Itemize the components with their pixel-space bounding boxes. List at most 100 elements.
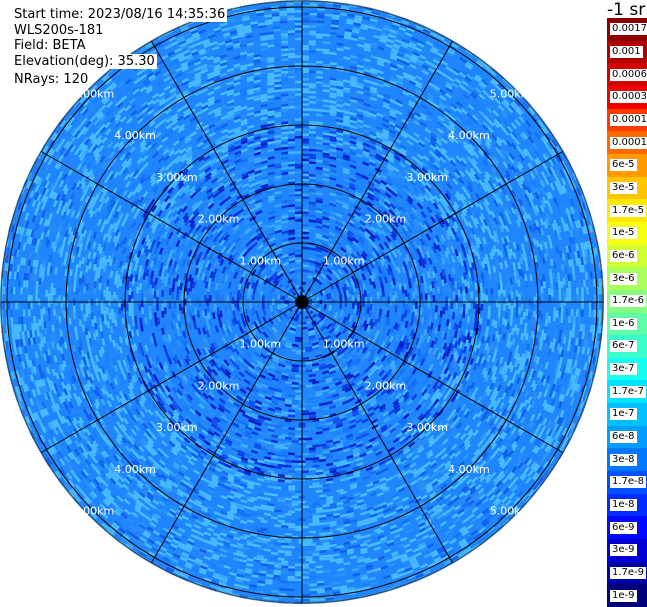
- data-cell: [344, 387, 352, 393]
- data-cell: [211, 291, 215, 299]
- data-cell: [302, 208, 309, 212]
- data-cell: [242, 393, 250, 399]
- data-cell: [281, 240, 289, 245]
- data-cell: [358, 232, 365, 239]
- data-cell: [308, 133, 316, 137]
- data-cell: [203, 370, 210, 378]
- data-cell: [370, 226, 377, 233]
- data-cell: [315, 392, 323, 397]
- data-cell: [359, 217, 367, 224]
- data-cell: [288, 485, 296, 489]
- data-cell: [291, 440, 299, 443]
- data-cell: [302, 264, 309, 268]
- data-cell: [295, 435, 302, 438]
- data-cell: [253, 321, 259, 329]
- data-cell: [371, 216, 378, 224]
- data-cell: [222, 344, 229, 352]
- data-cell: [275, 315, 282, 323]
- data-cell: [202, 363, 208, 371]
- data-cell: [267, 218, 276, 224]
- data-cell: [318, 379, 326, 384]
- data-cell: [302, 269, 309, 273]
- data-cell: [254, 399, 263, 405]
- data-cell: [288, 396, 296, 400]
- data-cell: [204, 308, 208, 316]
- data-cell: [405, 296, 408, 304]
- data-cell: [288, 221, 296, 226]
- data-cell: [246, 351, 253, 358]
- data-cell: [376, 291, 380, 299]
- data-cell: [226, 220, 233, 227]
- data-cell: [270, 264, 278, 272]
- data-cell: [355, 251, 363, 258]
- data-cell: [205, 259, 211, 267]
- data-cell: [382, 380, 390, 387]
- data-cell: [264, 260, 272, 267]
- data-cell: [254, 191, 262, 197]
- data-cell: [296, 324, 302, 328]
- data-cell: [229, 291, 233, 299]
- data-cell: [279, 304, 283, 309]
- data-cell: [302, 133, 309, 136]
- data-cell: [350, 249, 358, 256]
- data-cell: [354, 326, 360, 334]
- data-cell: [354, 208, 362, 214]
- data-cell: [349, 278, 355, 286]
- data-cell: [334, 281, 340, 290]
- data-cell: [260, 350, 268, 357]
- data-cell: [308, 90, 316, 94]
- data-cell: [288, 472, 296, 476]
- data-cell: [220, 263, 226, 271]
- data-cell: [274, 226, 282, 232]
- data-cell: [381, 289, 385, 297]
- data-cell: [274, 190, 282, 195]
- data-cell: [322, 388, 330, 393]
- data-cell: [195, 244, 201, 253]
- data-cell: [325, 323, 333, 330]
- data-cell: [326, 271, 333, 278]
- data-cell: [387, 222, 394, 230]
- data-cell: [318, 365, 327, 371]
- data-cell: [368, 379, 376, 387]
- data-cell: [338, 335, 345, 343]
- data-cell: [216, 307, 220, 315]
- data-cell: [368, 238, 375, 246]
- data-cell: [361, 246, 369, 254]
- data-cell: [329, 410, 337, 415]
- data-cell: [442, 300, 446, 308]
- data-cell: [222, 323, 227, 331]
- data-cell: [375, 227, 383, 235]
- data-cell: [193, 307, 197, 315]
- data-cell: [318, 313, 324, 319]
- data-cell: [412, 305, 416, 313]
- data-cell: [227, 395, 235, 402]
- data-cell: [500, 286, 504, 294]
- data-cell: [321, 348, 329, 354]
- data-cell: [359, 220, 367, 227]
- data-cell: [225, 263, 231, 271]
- data-cell: [352, 370, 360, 377]
- data-cell: [105, 293, 109, 301]
- data-cell: [372, 365, 379, 373]
- data-cell: [335, 410, 344, 416]
- data-cell: [267, 189, 275, 194]
- data-cell: [386, 371, 394, 379]
- data-cell: [333, 248, 341, 255]
- data-cell: [226, 380, 233, 388]
- data-cell: [404, 303, 408, 311]
- data-cell: [275, 242, 283, 248]
- data-cell: [346, 313, 351, 321]
- data-cell: [178, 303, 182, 311]
- data-cell: [315, 222, 323, 227]
- data-cell: [364, 227, 372, 235]
- data-cell: [88, 307, 91, 315]
- data-cell: [226, 295, 230, 302]
- data-cell: [254, 279, 259, 288]
- data-cell: [385, 365, 392, 373]
- data-cell: [358, 279, 363, 288]
- data-cell: [371, 251, 378, 259]
- data-cell: [224, 305, 228, 313]
- data-cell: [413, 334, 419, 342]
- data-cell: [274, 229, 282, 234]
- data-cell: [291, 387, 299, 390]
